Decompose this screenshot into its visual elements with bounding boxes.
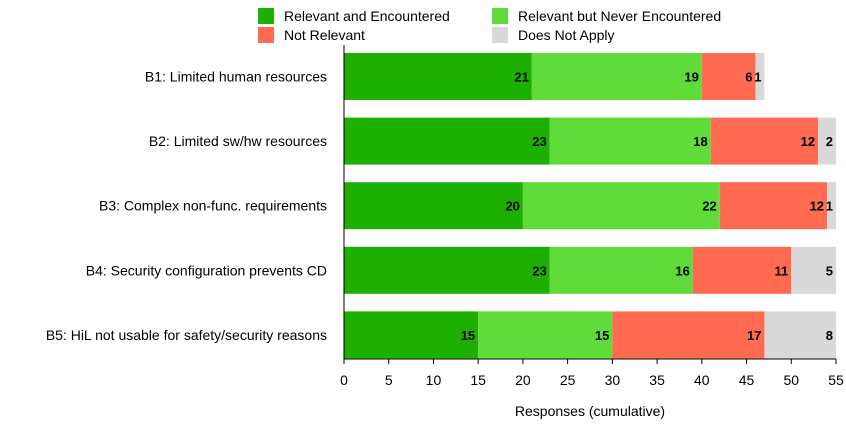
data-label-relevant-but-never-encountered-4: 16	[675, 263, 689, 278]
x-tick-label-40: 40	[694, 372, 710, 388]
x-axis: 0 5 10 15 20 25 30 35 40 45 50 55	[340, 45, 844, 388]
data-label-relevant-and-encountered-1: 21	[514, 70, 528, 85]
category-label-2: B2: Limited sw/hw resources	[149, 133, 327, 149]
x-tick-label-20: 20	[515, 372, 531, 388]
x-tick-label-30: 30	[605, 372, 621, 388]
data-label-does-not-apply-5: 8	[826, 328, 833, 343]
bar-does-not-apply-2	[818, 117, 836, 165]
data-label-not-relevant-1: 6	[745, 70, 752, 85]
x-tick-label-5: 5	[385, 372, 393, 388]
legend-swatch-relevant-and-encountered	[258, 8, 274, 24]
data-label-relevant-and-encountered-4: 23	[532, 263, 546, 278]
bar-relevant-but-never-encountered-4	[549, 246, 693, 294]
bar-does-not-apply-3	[827, 182, 836, 230]
x-tick-label-0: 0	[340, 372, 348, 388]
data-label-relevant-but-never-encountered-5: 15	[595, 328, 609, 343]
category-labels: B1: Limited human resources B2: Limited s…	[46, 69, 327, 343]
legend-label-relevant-but-never-encountered: Relevant but Never Encountered	[518, 8, 721, 24]
category-label-4: B4: Security configuration prevents CD	[86, 262, 327, 278]
x-axis-title: Responses (cumulative)	[515, 403, 665, 419]
bars	[344, 53, 836, 359]
category-label-5: B5: HiL not usable for safety/security r…	[46, 327, 327, 343]
category-label-3: B3: Complex non-func. requirements	[99, 198, 327, 214]
legend-swatch-not-relevant	[258, 27, 274, 43]
data-label-not-relevant-2: 12	[801, 134, 815, 149]
data-label-relevant-but-never-encountered-2: 18	[693, 134, 707, 149]
bar-does-not-apply-1	[755, 53, 765, 100]
legend: Relevant and Encountered Relevant but Nev…	[258, 8, 721, 43]
bar-not-relevant-5	[612, 311, 765, 359]
x-tick-label-15: 15	[470, 372, 486, 388]
bar-not-relevant-3	[719, 182, 828, 230]
x-tick-label-50: 50	[783, 372, 799, 388]
bar-not-relevant-1	[701, 53, 756, 100]
data-label-does-not-apply-3: 1	[826, 199, 833, 214]
legend-swatch-relevant-but-never-encountered	[492, 8, 508, 24]
bar-relevant-but-never-encountered-2	[549, 117, 711, 165]
x-tick-label-35: 35	[649, 372, 665, 388]
bar-relevant-and-encountered-1	[344, 53, 532, 100]
bar-not-relevant-4	[692, 246, 792, 294]
bar-does-not-apply-4	[791, 246, 836, 294]
legend-label-does-not-apply: Does Not Apply	[518, 27, 615, 43]
category-label-1: B1: Limited human resources	[145, 69, 327, 85]
data-label-relevant-and-encountered-3: 20	[505, 199, 519, 214]
x-tick-label-10: 10	[426, 372, 442, 388]
data-labels: 21 19 6 123 18 12 220 22 12 123 16 11 515 15 17 8	[461, 70, 833, 343]
x-tick-label-45: 45	[739, 372, 755, 388]
data-label-relevant-but-never-encountered-1: 19	[684, 70, 698, 85]
bar-relevant-and-encountered-4	[344, 246, 550, 294]
x-tick-label-25: 25	[560, 372, 576, 388]
data-label-relevant-and-encountered-2: 23	[532, 134, 546, 149]
x-tick-label-55: 55	[828, 372, 844, 388]
data-label-relevant-and-encountered-5: 15	[461, 328, 475, 343]
legend-label-not-relevant: Not Relevant	[284, 27, 365, 43]
legend-label-relevant-and-encountered: Relevant and Encountered	[284, 8, 450, 24]
data-label-does-not-apply-1: 1	[754, 70, 761, 85]
bar-relevant-and-encountered-2	[344, 117, 550, 165]
data-label-relevant-but-never-encountered-3: 22	[702, 199, 716, 214]
legend-swatch-does-not-apply	[492, 27, 508, 43]
bar-relevant-and-encountered-3	[344, 182, 523, 230]
data-label-does-not-apply-4: 5	[826, 263, 833, 278]
data-label-not-relevant-3: 12	[810, 199, 824, 214]
bar-relevant-but-never-encountered-5	[478, 311, 613, 359]
data-label-does-not-apply-2: 2	[826, 134, 833, 149]
bar-relevant-and-encountered-5	[344, 311, 479, 359]
bar-not-relevant-2	[710, 117, 819, 165]
bar-does-not-apply-5	[764, 311, 836, 359]
data-label-not-relevant-4: 11	[775, 263, 789, 278]
bar-relevant-but-never-encountered-3	[522, 182, 720, 230]
data-label-not-relevant-5: 17	[747, 328, 761, 343]
bar-relevant-but-never-encountered-1	[531, 53, 702, 100]
